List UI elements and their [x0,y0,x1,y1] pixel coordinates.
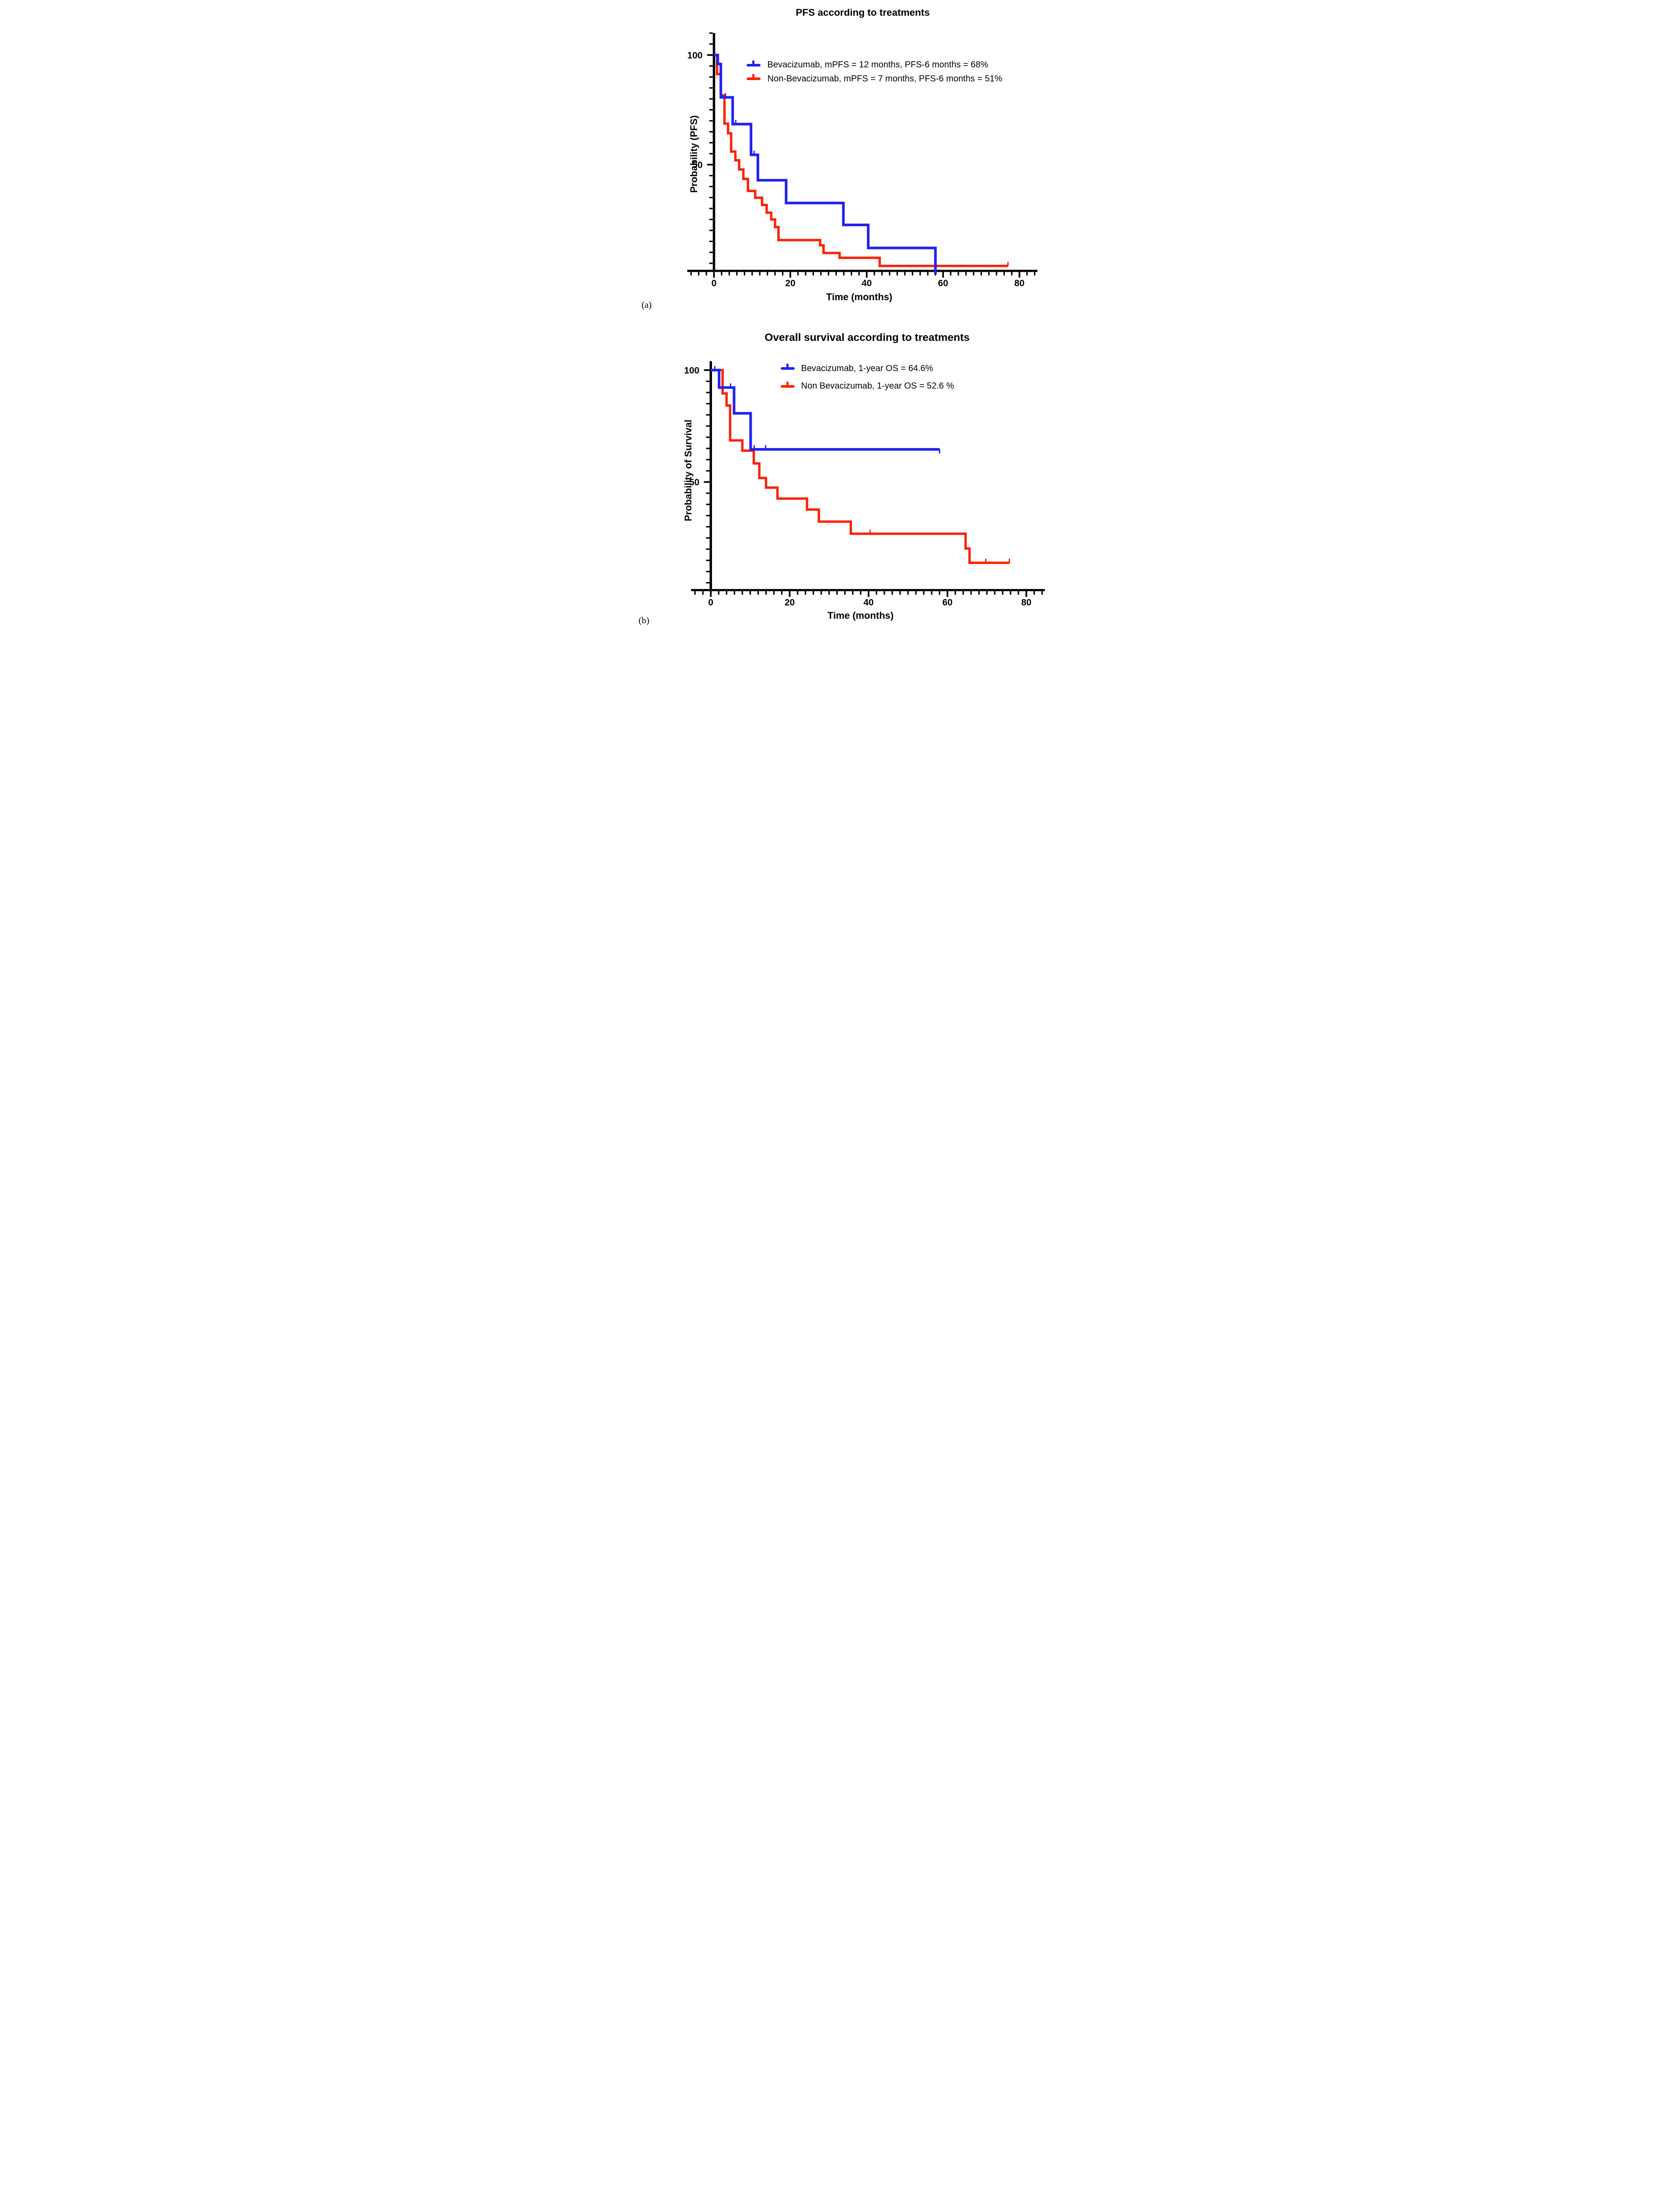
legend-item-non-bevacizumab-pfs: Non-Bevacizumab, mPFS = 7 months, PFS-6 … [746,74,1003,84]
x-tick-label: 60 [942,598,952,608]
km-plots-canvas: 0 20 40 60 80 100 50 0 20 40 60 80 100 50 [684,32,1045,608]
pfs-chart-title: PFS according to treatments [796,7,930,18]
km-curve-bevacizumab-os [710,368,940,451]
legend-item-non-bevacizumab-os: Non Bevacizumab, 1-year OS = 52.6 % [780,381,954,391]
legend-label-bevacizumab-pfs: Bevacizumab, mPFS = 12 months, PFS-6 mon… [767,60,989,70]
non-bevacizumab-censor-symbol-icon [746,74,761,84]
y-tick-label: 100 [684,365,699,375]
panel-letter-b: (b) [638,615,649,626]
y-tick-label: 100 [687,50,702,60]
legend-item-bevacizumab-pfs: Bevacizumab, mPFS = 12 months, PFS-6 mon… [746,60,989,70]
os-x-axis-title: Time (months) [827,610,894,621]
legend-item-bevacizumab-os: Bevacizumab, 1-year OS = 64.6% [780,363,933,373]
x-tick-label: 80 [1014,278,1024,288]
os-chart-title: Overall survival according to treatments [765,332,970,344]
x-tick-label: 20 [785,278,795,288]
x-tick-label: 40 [861,278,871,288]
non-bevacizumab-os-censor-symbol-icon [780,381,795,391]
pfs-x-axis-title: Time (months) [826,291,893,302]
x-tick-label: 40 [863,598,873,608]
km-curve-non-bevacizumab [714,54,1008,267]
km-curve-bevacizumab [714,53,937,274]
x-tick-label: 80 [1021,598,1031,608]
x-tick-label: 60 [938,278,948,288]
pfs-plot-area: 0 20 40 60 80 100 50 [687,32,1038,288]
os-y-axis-title: Probability of Survival [682,419,694,522]
legend-label-non-bevacizumab-os: Non Bevacizumab, 1-year OS = 52.6 % [801,381,954,391]
panel-letter-a: (a) [641,299,652,310]
x-tick-label: 0 [708,598,713,608]
x-tick-label: 20 [784,598,794,608]
km-curve-non-bevacizumab-os [710,369,1009,564]
legend-label-non-bevacizumab-pfs: Non-Bevacizumab, mPFS = 7 months, PFS-6 … [767,74,1003,84]
pfs-y-axis-title: Probability (PFS) [688,115,699,193]
bevacizumab-censor-symbol-icon [746,60,761,70]
os-plot-area: 0 20 40 60 80 100 50 [684,361,1045,608]
x-tick-label: 0 [711,278,716,288]
bevacizumab-os-censor-symbol-icon [780,364,795,373]
figure-two-km-charts: 0 20 40 60 80 100 50 0 20 40 60 80 100 50 PFS accord… [630,0,1050,635]
y-tick-label: 50 [692,160,702,170]
y-tick-label: 50 [689,477,699,487]
legend-label-bevacizumab-os: Bevacizumab, 1-year OS = 64.6% [801,363,933,373]
